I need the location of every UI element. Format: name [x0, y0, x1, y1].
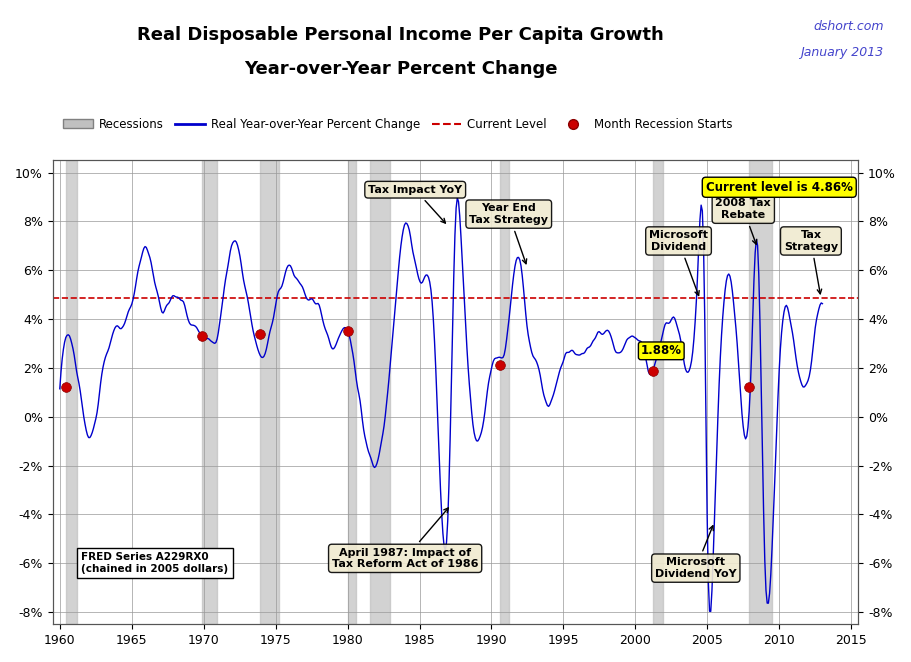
Bar [66, 160, 77, 624]
Text: January 2013: January 2013 [801, 46, 884, 60]
Text: Tax
Strategy: Tax Strategy [783, 230, 838, 294]
Bar [500, 160, 509, 624]
Text: Year-over-Year Percent Change: Year-over-Year Percent Change [244, 60, 558, 77]
Text: FRED Series A229RX0
(chained in 2005 dollars): FRED Series A229RX0 (chained in 2005 dol… [81, 553, 229, 574]
Bar [371, 160, 390, 624]
Bar [348, 160, 356, 624]
Text: Microsoft
Dividend: Microsoft Dividend [649, 230, 708, 295]
Text: Current level is 4.86%: Current level is 4.86% [706, 181, 853, 194]
Text: Year End
Tax Strategy: Year End Tax Strategy [469, 203, 548, 263]
Text: Microsoft
Dividend YoY: Microsoft Dividend YoY [655, 526, 737, 579]
Text: Real Disposable Personal Income Per Capita Growth: Real Disposable Personal Income Per Capi… [138, 26, 664, 44]
Bar [653, 160, 663, 624]
Bar [202, 160, 217, 624]
Text: April 1987: Impact of
Tax Reform Act of 1986: April 1987: Impact of Tax Reform Act of … [332, 508, 478, 569]
Text: 2008 Tax
Rebate: 2008 Tax Rebate [715, 199, 771, 244]
Bar [749, 160, 772, 624]
Text: Tax Impact YoY: Tax Impact YoY [368, 185, 462, 223]
Legend: Recessions, Real Year-over-Year Percent Change, Current Level, Month Recession S: Recessions, Real Year-over-Year Percent … [58, 113, 737, 136]
Text: 1.88%: 1.88% [640, 344, 681, 357]
Text: dshort.com: dshort.com [814, 20, 884, 33]
Bar [260, 160, 280, 624]
